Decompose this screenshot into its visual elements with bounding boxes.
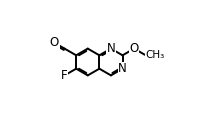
Text: CH₃: CH₃ bbox=[145, 50, 165, 60]
Text: F: F bbox=[61, 69, 68, 82]
Text: O: O bbox=[50, 36, 59, 49]
Text: N: N bbox=[118, 62, 127, 75]
Text: O: O bbox=[130, 42, 139, 55]
Text: N: N bbox=[107, 42, 115, 55]
